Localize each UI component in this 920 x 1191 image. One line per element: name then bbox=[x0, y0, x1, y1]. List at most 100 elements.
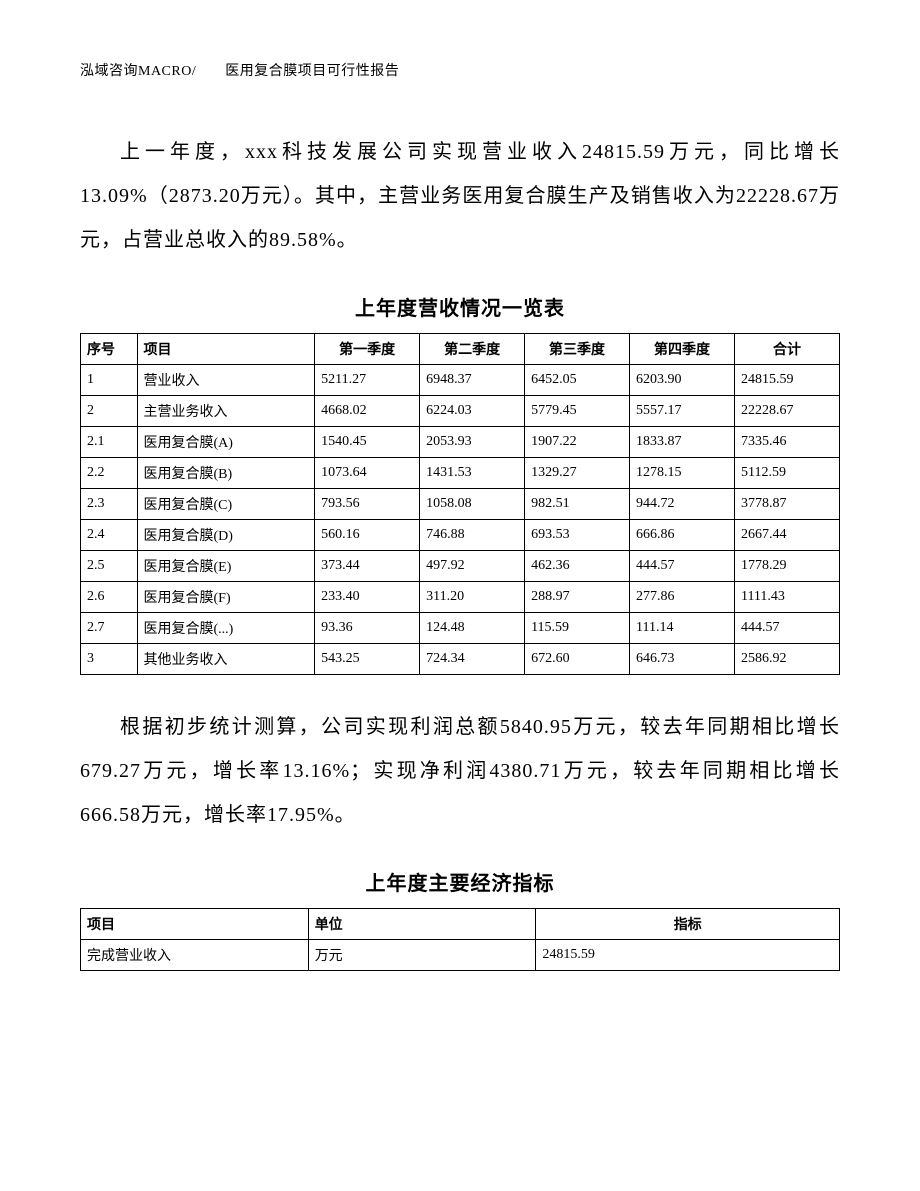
table-cell: 完成营业收入 bbox=[81, 940, 309, 971]
table-cell: 1 bbox=[81, 365, 138, 396]
table-cell: 5557.17 bbox=[630, 396, 735, 427]
page-container: 泓域咨询MACRO/ 医用复合膜项目可行性报告 上一年度，xxx科技发展公司实现… bbox=[0, 0, 920, 1191]
paragraph-2: 根据初步统计测算，公司实现利润总额5840.95万元，较去年同期相比增长679.… bbox=[80, 705, 840, 837]
table-cell: 医用复合膜(F) bbox=[137, 582, 315, 613]
table-row: 2.7医用复合膜(...)93.36124.48115.59111.14444.… bbox=[81, 613, 840, 644]
table-cell: 6948.37 bbox=[420, 365, 525, 396]
table-cell: 944.72 bbox=[630, 489, 735, 520]
table-cell: 115.59 bbox=[525, 613, 630, 644]
table2-body: 完成营业收入万元24815.59 bbox=[81, 940, 840, 971]
table-cell: 医用复合膜(C) bbox=[137, 489, 315, 520]
table1-col-0: 序号 bbox=[81, 334, 138, 365]
table-cell: 5779.45 bbox=[525, 396, 630, 427]
table-row: 完成营业收入万元24815.59 bbox=[81, 940, 840, 971]
table-cell: 1058.08 bbox=[420, 489, 525, 520]
table1-header-row: 序号 项目 第一季度 第二季度 第三季度 第四季度 合计 bbox=[81, 334, 840, 365]
table-cell: 6452.05 bbox=[525, 365, 630, 396]
table1-col-1: 项目 bbox=[137, 334, 315, 365]
table-cell: 111.14 bbox=[630, 613, 735, 644]
table-cell: 医用复合膜(D) bbox=[137, 520, 315, 551]
table-cell: 373.44 bbox=[315, 551, 420, 582]
table-cell: 646.73 bbox=[630, 644, 735, 675]
table-cell: 2.3 bbox=[81, 489, 138, 520]
table-cell: 1778.29 bbox=[734, 551, 839, 582]
table2-col-0: 项目 bbox=[81, 909, 309, 940]
table-cell: 6224.03 bbox=[420, 396, 525, 427]
table-cell: 1278.15 bbox=[630, 458, 735, 489]
table-cell: 营业收入 bbox=[137, 365, 315, 396]
table-cell: 24815.59 bbox=[536, 940, 840, 971]
table-row: 2.2医用复合膜(B)1073.641431.531329.271278.155… bbox=[81, 458, 840, 489]
table-cell: 2.7 bbox=[81, 613, 138, 644]
table-cell: 万元 bbox=[308, 940, 536, 971]
table-cell: 1329.27 bbox=[525, 458, 630, 489]
table1-col-5: 第四季度 bbox=[630, 334, 735, 365]
table-cell: 666.86 bbox=[630, 520, 735, 551]
table-cell: 3778.87 bbox=[734, 489, 839, 520]
table-cell: 1833.87 bbox=[630, 427, 735, 458]
table-cell: 5211.27 bbox=[315, 365, 420, 396]
table-cell: 1431.53 bbox=[420, 458, 525, 489]
table1-col-2: 第一季度 bbox=[315, 334, 420, 365]
paragraph-1: 上一年度，xxx科技发展公司实现营业收入24815.59万元，同比增长13.09… bbox=[80, 130, 840, 262]
table-cell: 2.5 bbox=[81, 551, 138, 582]
table1-col-6: 合计 bbox=[734, 334, 839, 365]
table-cell: 医用复合膜(...) bbox=[137, 613, 315, 644]
table-cell: 1907.22 bbox=[525, 427, 630, 458]
table-cell: 主营业务收入 bbox=[137, 396, 315, 427]
table2-title: 上年度主要经济指标 bbox=[80, 867, 840, 896]
table-cell: 444.57 bbox=[734, 613, 839, 644]
table-cell: 233.40 bbox=[315, 582, 420, 613]
table-row: 2.6医用复合膜(F)233.40311.20288.97277.861111.… bbox=[81, 582, 840, 613]
table-cell: 1111.43 bbox=[734, 582, 839, 613]
table-cell: 543.25 bbox=[315, 644, 420, 675]
table-cell: 124.48 bbox=[420, 613, 525, 644]
table-cell: 5112.59 bbox=[734, 458, 839, 489]
table-cell: 982.51 bbox=[525, 489, 630, 520]
table-cell: 3 bbox=[81, 644, 138, 675]
table-cell: 24815.59 bbox=[734, 365, 839, 396]
table2-col-1: 单位 bbox=[308, 909, 536, 940]
table-row: 2.4医用复合膜(D)560.16746.88693.53666.862667.… bbox=[81, 520, 840, 551]
table-row: 3其他业务收入543.25724.34672.60646.732586.92 bbox=[81, 644, 840, 675]
table-cell: 7335.46 bbox=[734, 427, 839, 458]
table-cell: 2.4 bbox=[81, 520, 138, 551]
table-cell: 277.86 bbox=[630, 582, 735, 613]
table-cell: 2667.44 bbox=[734, 520, 839, 551]
table-cell: 6203.90 bbox=[630, 365, 735, 396]
table-cell: 2.6 bbox=[81, 582, 138, 613]
table-cell: 93.36 bbox=[315, 613, 420, 644]
table1-col-3: 第二季度 bbox=[420, 334, 525, 365]
table-cell: 746.88 bbox=[420, 520, 525, 551]
revenue-table: 序号 项目 第一季度 第二季度 第三季度 第四季度 合计 1营业收入5211.2… bbox=[80, 333, 840, 675]
table-cell: 724.34 bbox=[420, 644, 525, 675]
table-cell: 2 bbox=[81, 396, 138, 427]
table-cell: 2053.93 bbox=[420, 427, 525, 458]
table-row: 2.5医用复合膜(E)373.44497.92462.36444.571778.… bbox=[81, 551, 840, 582]
table1-title: 上年度营收情况一览表 bbox=[80, 292, 840, 321]
table-row: 2主营业务收入4668.026224.035779.455557.1722228… bbox=[81, 396, 840, 427]
table2-col-2: 指标 bbox=[536, 909, 840, 940]
table-row: 1营业收入5211.276948.376452.056203.9024815.5… bbox=[81, 365, 840, 396]
table-cell: 医用复合膜(A) bbox=[137, 427, 315, 458]
table-cell: 医用复合膜(B) bbox=[137, 458, 315, 489]
table-cell: 1540.45 bbox=[315, 427, 420, 458]
table-row: 2.3医用复合膜(C)793.561058.08982.51944.723778… bbox=[81, 489, 840, 520]
table-cell: 311.20 bbox=[420, 582, 525, 613]
table-cell: 288.97 bbox=[525, 582, 630, 613]
table-cell: 4668.02 bbox=[315, 396, 420, 427]
page-header: 泓域咨询MACRO/ 医用复合膜项目可行性报告 bbox=[80, 60, 840, 80]
table-cell: 497.92 bbox=[420, 551, 525, 582]
table-cell: 2.2 bbox=[81, 458, 138, 489]
table-cell: 2.1 bbox=[81, 427, 138, 458]
table-cell: 462.36 bbox=[525, 551, 630, 582]
table-cell: 1073.64 bbox=[315, 458, 420, 489]
table-cell: 22228.67 bbox=[734, 396, 839, 427]
table-row: 2.1医用复合膜(A)1540.452053.931907.221833.877… bbox=[81, 427, 840, 458]
table-cell: 793.56 bbox=[315, 489, 420, 520]
table-cell: 医用复合膜(E) bbox=[137, 551, 315, 582]
table-cell: 444.57 bbox=[630, 551, 735, 582]
table-cell: 2586.92 bbox=[734, 644, 839, 675]
table2-header-row: 项目 单位 指标 bbox=[81, 909, 840, 940]
table1-col-4: 第三季度 bbox=[525, 334, 630, 365]
